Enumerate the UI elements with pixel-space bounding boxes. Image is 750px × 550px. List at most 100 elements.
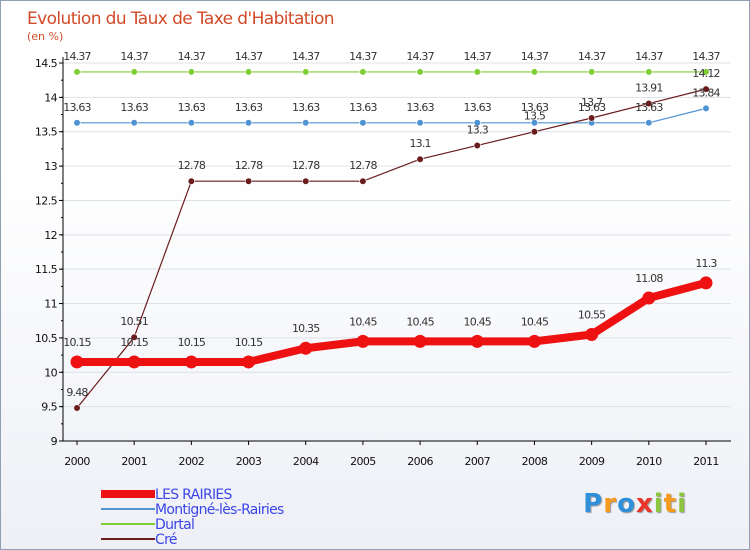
data-label: 11.08: [635, 272, 663, 285]
data-label: 13.63: [63, 101, 91, 114]
data-point: [702, 104, 710, 112]
data-label: 14.37: [578, 50, 606, 63]
x-tick-label: 2002: [179, 455, 205, 468]
logo-letter: i: [653, 489, 664, 519]
y-tick-label: 13: [44, 160, 57, 173]
data-point: [302, 177, 310, 185]
data-point: [588, 114, 596, 122]
data-label: 13.63: [120, 101, 148, 114]
data-point: [416, 68, 424, 76]
legend-label: Cré: [155, 532, 177, 548]
data-label: 10.45: [464, 315, 492, 328]
x-tick-label: 2004: [293, 455, 319, 468]
data-label: 14.37: [235, 50, 263, 63]
data-label: 10.45: [521, 315, 549, 328]
data-label: 13.63: [406, 101, 434, 114]
data-label: 13.1: [409, 137, 430, 150]
data-point: [302, 68, 310, 76]
data-point: [359, 119, 367, 127]
x-axis-ticks: 2000 2001 2002 2003 2004 2005 2006 2007 2008 2009…: [64, 441, 719, 468]
proxiti-logo: Proxiti: [583, 489, 687, 519]
data-label: 12.78: [292, 159, 320, 172]
data-point: [356, 334, 370, 348]
y-tick-label: 14.5: [35, 57, 58, 70]
logo-letter: t: [663, 489, 678, 519]
data-label: 14.37: [692, 50, 720, 63]
data-point: [244, 68, 253, 76]
data-point: [530, 128, 539, 136]
x-tick-label: 2006: [407, 455, 433, 468]
data-label: 14.37: [521, 50, 549, 63]
data-point: [302, 119, 310, 127]
data-label: 14.37: [406, 50, 434, 63]
data-point: [413, 334, 427, 348]
y-tick-label: 10: [44, 366, 57, 379]
data-point: [416, 119, 424, 127]
y-tick-label: 9.5: [41, 401, 57, 414]
data-label: 14.37: [464, 50, 492, 63]
data-label: 12.78: [178, 159, 206, 172]
data-label: 10.55: [578, 308, 606, 321]
data-label: 13.63: [292, 101, 320, 114]
data-label: 13.63: [178, 101, 206, 114]
y-axis-ticks: 9 9.5 10 10.5 11 11.5 12 12.5 13 13.5 14 14.5: [35, 57, 63, 448]
data-label: 13.63: [578, 101, 606, 114]
logo-letter: i: [677, 489, 687, 519]
data-point: [473, 119, 481, 127]
y-axis-unit: (en %): [27, 30, 63, 43]
legend-label: Durtal: [155, 517, 194, 533]
x-tick-label: 2001: [121, 455, 147, 468]
data-label: 14.37: [63, 50, 91, 63]
data-point: [73, 404, 81, 412]
data-labels: 10.15 10.15 10.15 10.15 10.35 10.45 10.45 10.45…: [63, 50, 721, 399]
data-label: 13.63: [464, 101, 492, 114]
x-tick-label: 2008: [522, 455, 548, 468]
series-line: [77, 279, 708, 366]
data-label: 10.45: [406, 315, 434, 328]
logo-letter: o: [617, 489, 636, 519]
logo-letter: x: [635, 489, 654, 519]
data-point: [645, 119, 653, 127]
logo-letter: P: [583, 489, 604, 519]
data-point: [645, 68, 653, 76]
x-tick-label: 2010: [636, 455, 662, 468]
logo-letter: r: [603, 489, 618, 519]
gridlines: [63, 62, 731, 442]
data-point: [242, 355, 256, 369]
data-label: 14.37: [292, 50, 320, 63]
data-point: [359, 68, 367, 76]
data-point: [184, 355, 198, 369]
data-point: [699, 276, 713, 290]
data-label: 13.63: [521, 101, 549, 114]
data-point: [530, 68, 539, 76]
data-point: [187, 119, 195, 127]
data-point: [645, 99, 653, 108]
data-point: [585, 327, 599, 341]
data-label: 13.91: [635, 82, 663, 95]
data-point: [187, 68, 195, 76]
data-point: [470, 334, 484, 348]
data-label: 13.63: [635, 101, 663, 114]
data-label: 10.45: [349, 315, 377, 328]
data-label: 9.48: [66, 386, 88, 399]
x-tick-label: 2011: [693, 455, 719, 468]
data-label: 14.37: [178, 50, 206, 63]
data-label: 10.15: [63, 336, 91, 349]
data-label: 13.5: [524, 110, 546, 123]
data-point: [73, 68, 81, 76]
y-tick-label: 12.5: [35, 194, 58, 207]
series-line: [76, 88, 707, 409]
data-point: [588, 68, 596, 76]
series-layer: [70, 68, 713, 412]
y-tick-label: 13.5: [35, 126, 58, 139]
data-point: [530, 119, 539, 127]
data-label: 11.3: [695, 257, 717, 270]
y-tick-label: 12: [44, 229, 57, 242]
data-label: 13.84: [692, 86, 720, 99]
data-point: [127, 355, 141, 369]
y-tick-label: 14: [44, 91, 57, 104]
x-tick-label: 2000: [64, 455, 90, 468]
legend-label: Montigné-lès-Rairies: [155, 502, 284, 518]
